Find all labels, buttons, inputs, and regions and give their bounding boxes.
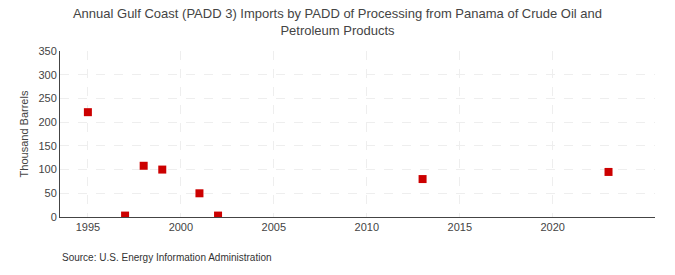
svg-text:100: 100: [38, 163, 56, 175]
svg-text:1995: 1995: [76, 221, 100, 233]
svg-text:250: 250: [38, 92, 56, 104]
svg-text:300: 300: [38, 69, 56, 81]
svg-text:350: 350: [38, 45, 56, 57]
svg-text:2020: 2020: [540, 221, 564, 233]
svg-text:50: 50: [45, 187, 57, 199]
svg-text:2015: 2015: [448, 221, 472, 233]
svg-text:Thousand Barrels: Thousand Barrels: [18, 90, 30, 177]
svg-text:Annual Gulf Coast (PADD 3) Imp: Annual Gulf Coast (PADD 3) Imports by PA…: [73, 6, 602, 38]
svg-text:200: 200: [38, 116, 56, 128]
svg-text:2005: 2005: [262, 221, 286, 233]
svg-text:Source: U.S. Energy Informatio: Source: U.S. Energy Information Administ…: [62, 252, 272, 263]
svg-text:150: 150: [38, 140, 56, 152]
svg-text:0: 0: [51, 211, 57, 223]
svg-text:2010: 2010: [355, 221, 379, 233]
svg-text:2000: 2000: [169, 221, 193, 233]
